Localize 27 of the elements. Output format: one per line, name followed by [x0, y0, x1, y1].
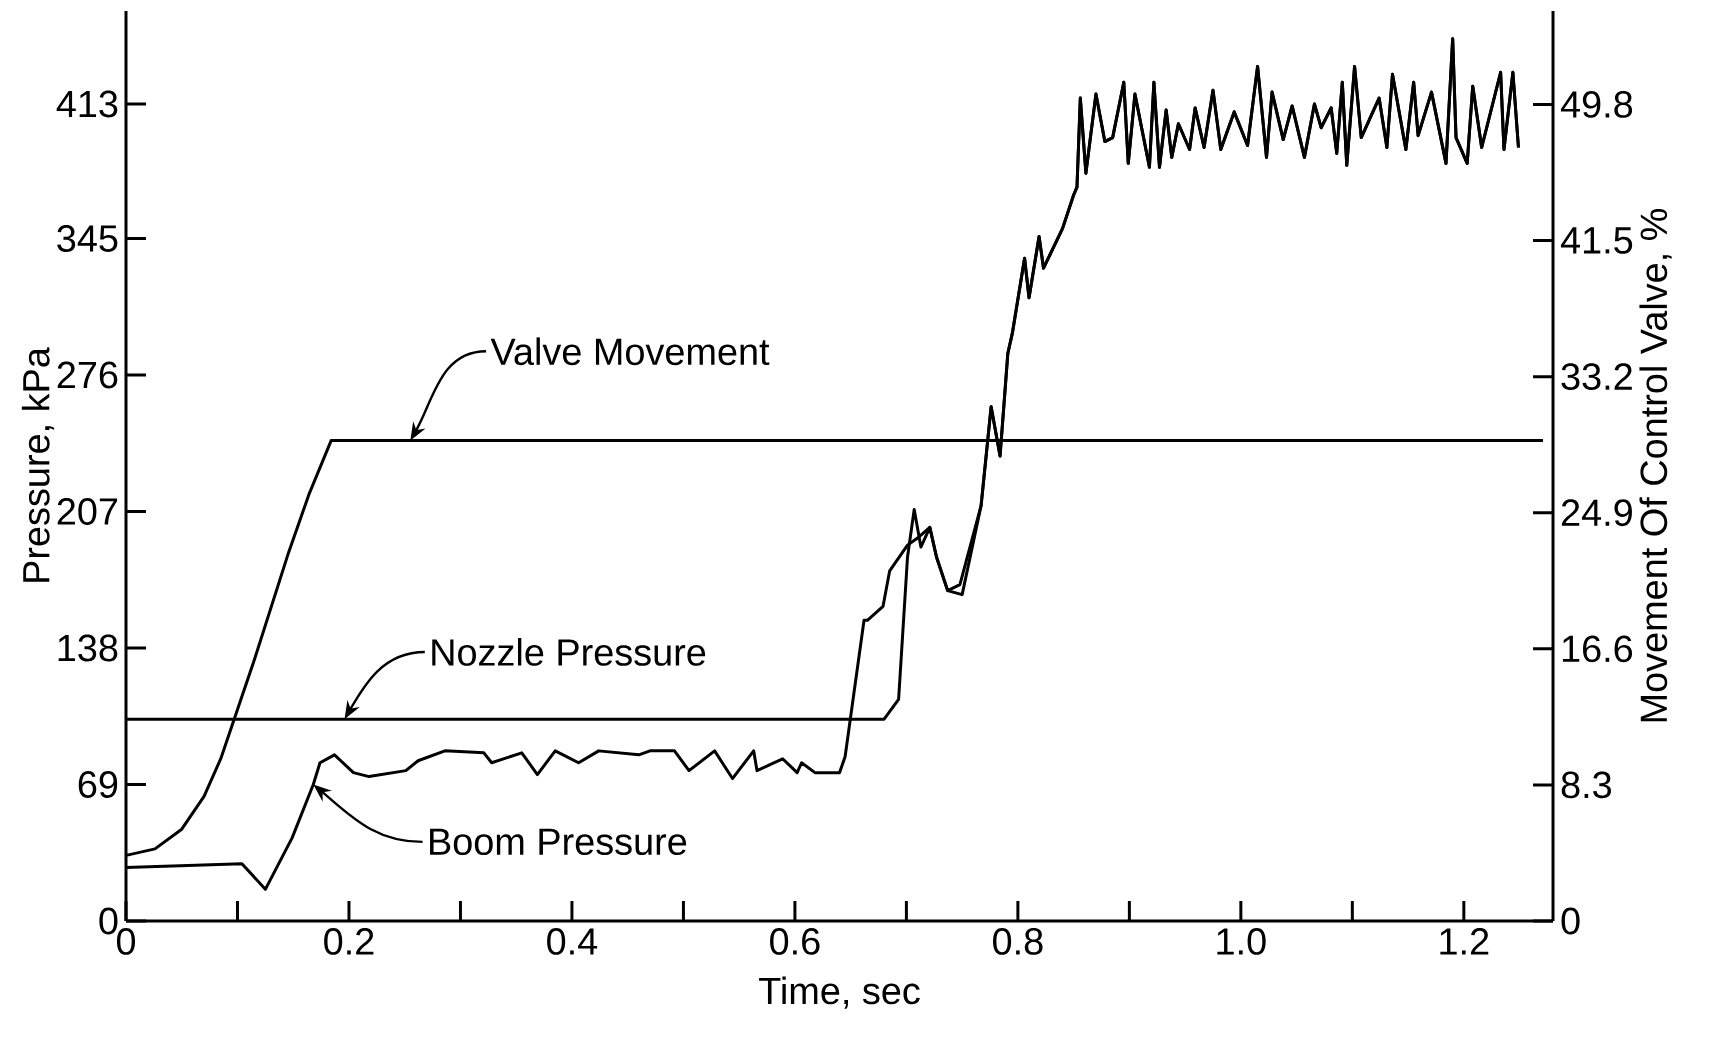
- y-tick-label: 0: [99, 907, 118, 935]
- y2-axis-title: Movement Of Control Valve, %: [1639, 208, 1672, 722]
- x-tick-label: 1.0: [1217, 928, 1266, 955]
- y2-tick-label: 49.8: [1560, 91, 1633, 118]
- x-tick-label: 0.8: [993, 928, 1043, 955]
- series-label: Nozzle Pressure: [432, 638, 706, 666]
- y2-tick-label: 33.2: [1561, 363, 1632, 391]
- y-tick-label: 69: [78, 771, 118, 798]
- x-tick-label: 1.2: [1440, 928, 1489, 955]
- x-tick-label: 0.6: [770, 928, 820, 955]
- x-axis-title: Time, sec: [759, 976, 920, 1009]
- y-tick-label: 276: [57, 361, 118, 389]
- series-label: Valve Movement: [490, 337, 770, 366]
- y-tick-label: 207: [57, 498, 118, 525]
- y-axis-title: Pressure, kPa: [21, 347, 55, 582]
- y2-tick-label: 41.5: [1560, 227, 1633, 254]
- y-tick-label: 138: [58, 634, 118, 662]
- x-tick-label: 0: [116, 928, 136, 955]
- x-tick-label: 0.2: [324, 928, 374, 955]
- y2-tick-label: 24.9: [1561, 499, 1632, 527]
- x-tick-label: 0.4: [547, 928, 598, 955]
- y2-tick-label: 0: [1561, 907, 1580, 935]
- y2-tick-label: 16.6: [1562, 635, 1633, 663]
- y2-tick-label: 8.3: [1561, 771, 1611, 799]
- legend-label: Boom Pressure: [430, 828, 687, 856]
- y-tick-label: 413: [56, 90, 118, 118]
- y-tick-label: 345: [57, 225, 118, 252]
